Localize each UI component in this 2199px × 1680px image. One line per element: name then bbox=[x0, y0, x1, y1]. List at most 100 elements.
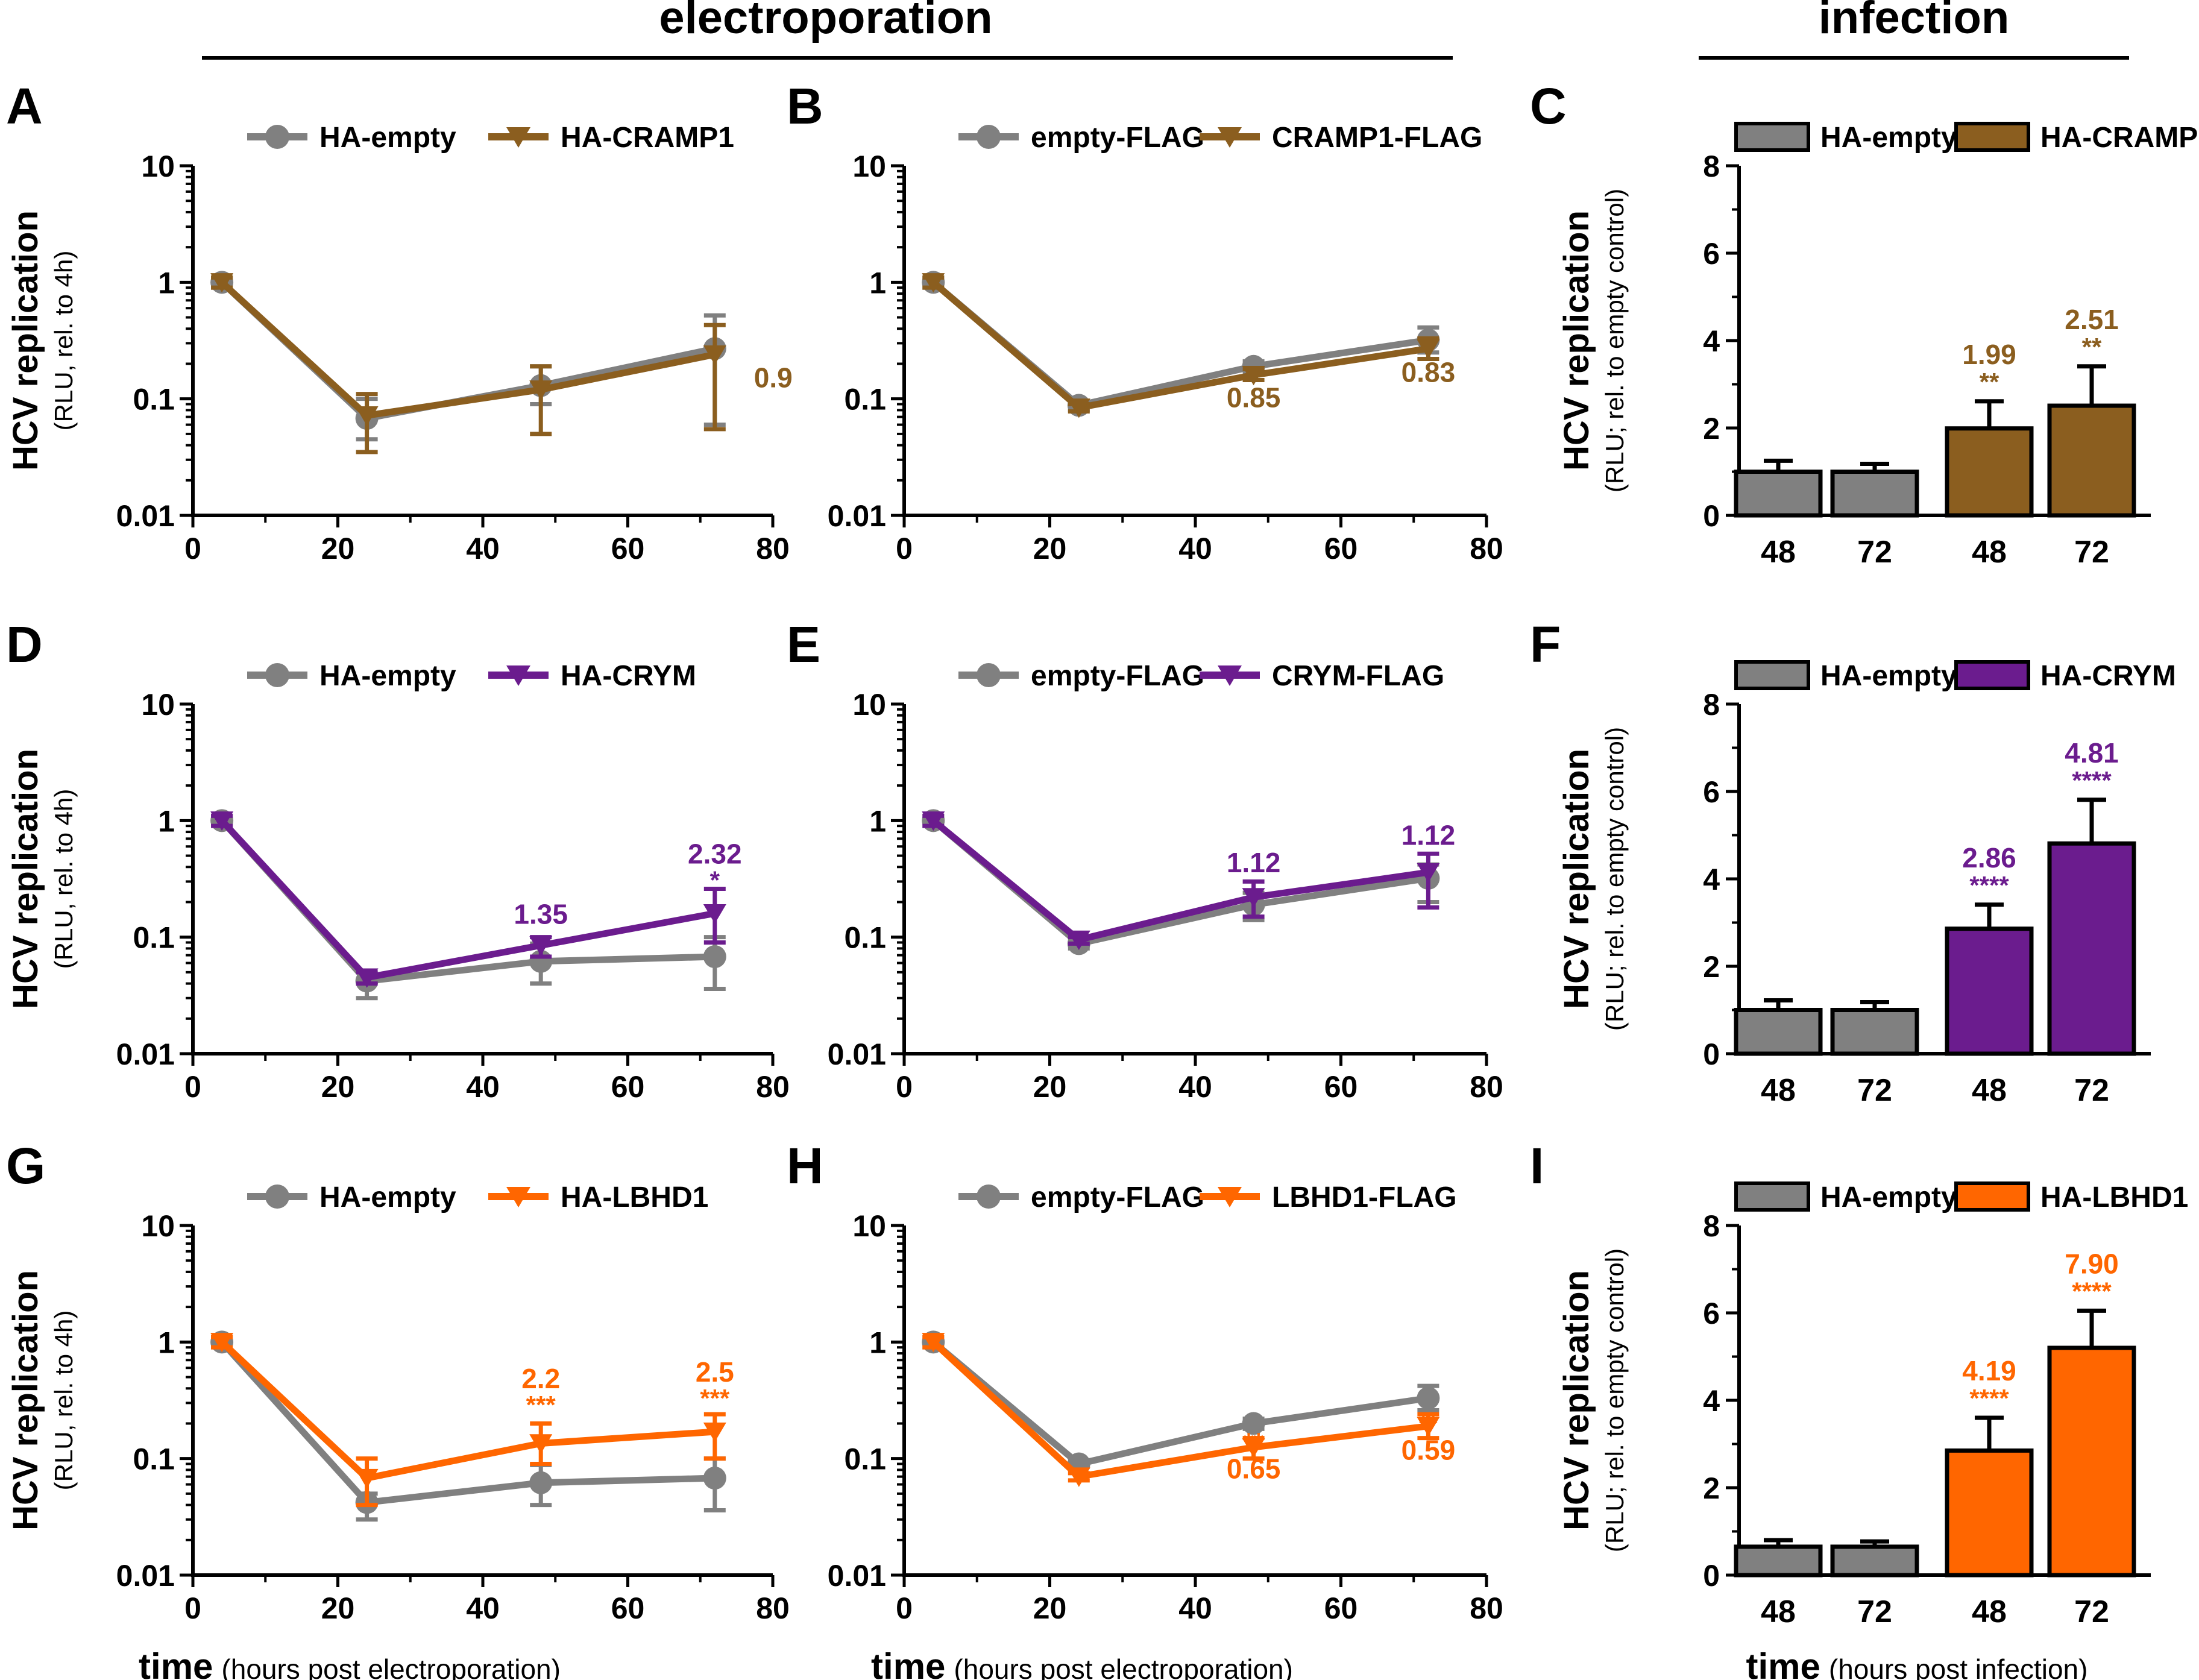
data-point bbox=[529, 380, 553, 400]
x-tick-label: 40 bbox=[1178, 1070, 1212, 1104]
x-tick-label: 0 bbox=[184, 1070, 201, 1104]
significance-stars: *** bbox=[700, 1384, 730, 1412]
panel-C: C 0 2 4 6 8 HCV replication (RLU; rel. to empty… bbox=[1530, 78, 2199, 570]
y-tick-label: 1 bbox=[869, 1326, 886, 1359]
y-tick-label: 0 bbox=[1703, 1559, 1720, 1593]
y-tick-label: 4 bbox=[1703, 1384, 1720, 1418]
y-tick-label: 8 bbox=[1703, 1209, 1720, 1243]
x-tick-label: 48 bbox=[1972, 1594, 2007, 1629]
y-tick-label: 1 bbox=[158, 266, 175, 300]
panel-letter: D bbox=[6, 616, 43, 673]
svg-text:time (hours post electro: time (hours post electroporation) bbox=[139, 1646, 561, 1680]
bar bbox=[1734, 470, 1823, 518]
y-tick-label: 0.1 bbox=[133, 383, 175, 417]
value-annotation: 1.12 bbox=[1402, 819, 1456, 851]
header-electroporation: electroporation bbox=[659, 0, 992, 43]
data-point bbox=[922, 1333, 945, 1353]
y-tick-label: 0.1 bbox=[133, 921, 175, 955]
panel-B: B 0.01 0.1 1 10 0 20 40 60 80 empty-FLAG CRAMP1-FLA… bbox=[787, 78, 1503, 565]
value-annotation: 0.65 bbox=[1227, 1453, 1281, 1485]
value-annotation: 7.90 bbox=[2065, 1248, 2119, 1279]
legend-marker bbox=[1218, 127, 1242, 148]
panel-letter: B bbox=[787, 78, 823, 134]
significance-stars: ** bbox=[1980, 368, 1999, 396]
y-tick-label: 2 bbox=[1703, 412, 1720, 445]
x-tick-label: 60 bbox=[1324, 532, 1358, 565]
series-line bbox=[931, 1339, 1429, 1468]
x-tick-label: 0 bbox=[896, 1070, 913, 1104]
x-tick-label: 60 bbox=[1324, 1591, 1358, 1625]
y-tick-label: 0 bbox=[1703, 499, 1720, 533]
legend-label: CRAMP1-FLAG bbox=[1272, 122, 1482, 154]
legend-swatch bbox=[1954, 660, 2030, 690]
panel-A: A 0.01 0.1 1 10 0 20 40 60 80 HCV replication (RLU,… bbox=[6, 78, 793, 565]
x-tick-label: 40 bbox=[466, 1591, 500, 1625]
panel-D: D 0.01 0.1 1 10 0 20 40 60 80 HCV replication (RLU,… bbox=[6, 616, 790, 1104]
y-tick-label: 1 bbox=[158, 804, 175, 838]
legend-swatch bbox=[1734, 122, 1810, 152]
legend-label: HA-CRYM bbox=[2040, 660, 2176, 692]
x-tick-label: 72 bbox=[1857, 1073, 1892, 1108]
series-line bbox=[931, 1339, 1429, 1480]
legend-label: HA-CRYM bbox=[561, 660, 696, 692]
data-point bbox=[922, 273, 945, 293]
series-line bbox=[219, 818, 716, 981]
x-tick-label: 80 bbox=[1470, 1070, 1503, 1104]
y-tick-label: 0.1 bbox=[844, 383, 886, 417]
x-tick-label: 20 bbox=[1033, 1070, 1067, 1104]
legend-marker bbox=[1218, 665, 1242, 686]
y-axis-title: HCV replication bbox=[6, 749, 45, 1009]
y-axis-title: HCV replication bbox=[1557, 210, 1596, 471]
y-axis-subtitle: (RLU, rel. to 4h) bbox=[49, 251, 78, 431]
significance-stars: ** bbox=[1418, 1409, 1438, 1438]
x-tick-label: 40 bbox=[1178, 1591, 1212, 1625]
data-point bbox=[355, 1468, 379, 1489]
x-axis-title-right-sub: (hours post infection) bbox=[1829, 1653, 2088, 1680]
legend-swatch bbox=[1954, 1181, 2030, 1212]
x-tick-label: 48 bbox=[1761, 535, 1796, 570]
legend-label: HA-empty bbox=[319, 660, 456, 692]
data-point bbox=[1242, 366, 1265, 386]
x-tick-label: 0 bbox=[896, 532, 913, 565]
y-tick-label: 0.01 bbox=[828, 1559, 886, 1593]
legend-label: empty-FLAG bbox=[1031, 1181, 1204, 1213]
y-tick-label: 10 bbox=[141, 149, 175, 183]
data-point bbox=[703, 345, 726, 365]
legend-label: HA-LBHD1 bbox=[561, 1181, 708, 1213]
panel-letter: F bbox=[1530, 616, 1561, 673]
data-point bbox=[529, 1471, 553, 1494]
value-annotation: 0.9 bbox=[754, 362, 793, 394]
data-point bbox=[1242, 1438, 1265, 1458]
x-tick-label: 60 bbox=[611, 1070, 645, 1104]
y-axis-subtitle: (RLU, rel. to 4h) bbox=[49, 789, 78, 969]
x-axis-title-left-sub: (hours post electroporation) bbox=[221, 1653, 561, 1680]
value-annotation: 1.12 bbox=[1227, 847, 1281, 878]
data-point bbox=[703, 1422, 726, 1442]
data-point bbox=[210, 1333, 234, 1353]
data-point bbox=[1417, 1386, 1440, 1410]
significance-stars: **** bbox=[2072, 1277, 2112, 1305]
legend-swatch bbox=[1734, 1181, 1810, 1212]
data-point bbox=[1242, 1412, 1265, 1435]
x-tick-label: 48 bbox=[1972, 1073, 2007, 1108]
y-tick-label: 0.1 bbox=[844, 921, 886, 955]
legend-label: HA-CRAMP1 bbox=[561, 122, 734, 154]
x-axis-title-right-main: time bbox=[1746, 1646, 1820, 1680]
legend-label: CRYM-FLAG bbox=[1272, 660, 1444, 692]
panel-letter: C bbox=[1530, 78, 1567, 134]
legend-marker bbox=[506, 1187, 530, 1207]
value-annotation: 2.2 bbox=[521, 1363, 560, 1394]
y-axis-subtitle: (RLU; rel. to empty control) bbox=[1600, 1248, 1629, 1552]
x-tick-label: 72 bbox=[1857, 535, 1892, 570]
legend-marker bbox=[506, 665, 530, 686]
data-point bbox=[922, 811, 945, 831]
panel-letter: G bbox=[6, 1137, 45, 1194]
value-annotation: 4.19 bbox=[1962, 1355, 2016, 1386]
bar bbox=[2047, 403, 2136, 518]
panel-letter: H bbox=[787, 1137, 823, 1194]
x-tick-label: 20 bbox=[321, 1070, 355, 1104]
x-tick-label: 60 bbox=[611, 532, 645, 565]
x-tick-label: 20 bbox=[1033, 1591, 1067, 1625]
